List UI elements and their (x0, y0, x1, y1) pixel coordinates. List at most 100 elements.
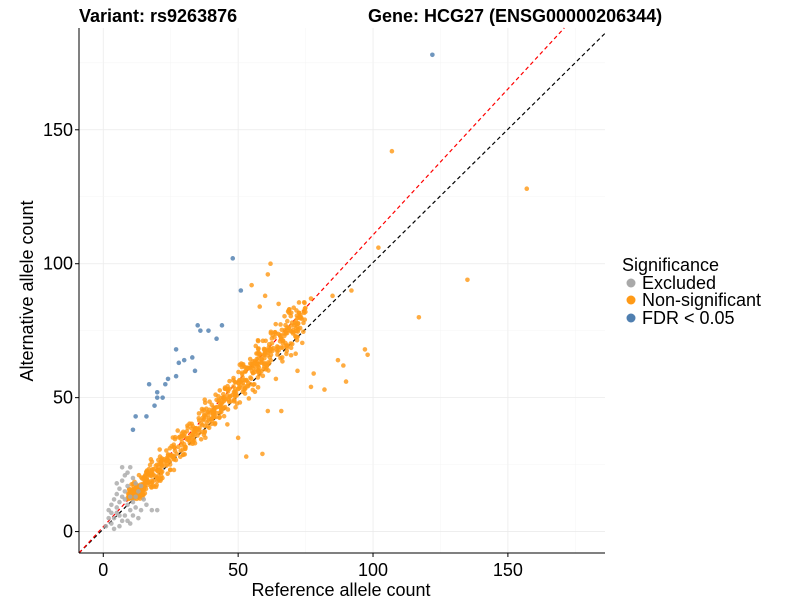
point-non-significant (416, 314, 422, 320)
legend-label-excluded: Excluded (642, 273, 716, 293)
point-non-significant (322, 387, 327, 392)
point-non-significant (190, 441, 195, 447)
legend-key-non-significant (626, 295, 636, 305)
point-non-significant (221, 406, 227, 411)
x-axis-title: Reference allele count (251, 580, 430, 600)
point-excluded (119, 518, 125, 524)
point-non-significant (139, 492, 145, 498)
point-non-significant (143, 486, 149, 492)
x-tick-label: 150 (493, 560, 523, 580)
point-fdr (154, 389, 160, 395)
point-excluded (109, 502, 114, 508)
point-non-significant (233, 405, 238, 410)
point-non-significant (137, 496, 143, 501)
point-excluded (103, 523, 109, 529)
point-non-significant (212, 421, 218, 427)
point-non-significant (273, 376, 279, 382)
legend-item-fdr: FDR < 0.05 (626, 308, 735, 328)
y-tick-label: 150 (43, 120, 73, 140)
point-non-significant (221, 391, 226, 397)
point-non-significant (252, 389, 258, 395)
point-non-significant (269, 336, 275, 341)
point-non-significant (270, 345, 276, 351)
point-fdr (152, 403, 157, 408)
point-non-significant (288, 345, 294, 351)
x-tick-label: 50 (228, 560, 248, 580)
point-non-significant (276, 301, 281, 307)
point-non-significant (365, 352, 370, 358)
point-non-significant (278, 332, 283, 338)
x-tick-label: 100 (358, 560, 388, 580)
point-non-significant (185, 436, 191, 441)
point-non-significant (247, 356, 253, 362)
point-non-significant (294, 313, 300, 318)
point-excluded (133, 494, 138, 500)
point-non-significant (148, 457, 154, 462)
point-non-significant (191, 434, 196, 440)
point-non-significant (175, 428, 181, 433)
point-non-significant (288, 352, 294, 358)
point-excluded (130, 475, 136, 481)
point-non-significant (335, 357, 341, 363)
point-non-significant (236, 369, 241, 375)
point-excluded (117, 513, 122, 518)
point-excluded (109, 521, 114, 526)
y-tick-label: 100 (43, 254, 73, 274)
point-fdr (214, 336, 219, 342)
point-non-significant (252, 358, 257, 364)
point-non-significant (255, 337, 261, 343)
point-non-significant (202, 400, 208, 406)
point-non-significant (279, 408, 284, 414)
point-fdr (165, 376, 171, 382)
point-excluded (117, 486, 122, 492)
point-fdr (133, 414, 138, 419)
point-non-significant (280, 359, 285, 364)
point-fdr (144, 414, 149, 419)
point-non-significant (262, 352, 267, 358)
point-non-significant (266, 342, 272, 347)
point-non-significant (298, 315, 304, 320)
point-non-significant (255, 385, 261, 390)
point-excluded (125, 483, 130, 489)
reference-line-identity (78, 32, 606, 554)
point-non-significant (217, 388, 223, 393)
point-non-significant (209, 421, 214, 427)
point-excluded (130, 513, 136, 518)
point-non-significant (293, 351, 298, 357)
point-fdr (154, 395, 160, 400)
y-axis-title: Alternative allele count (17, 200, 37, 381)
point-non-significant (308, 296, 314, 301)
y-tick-label: 0 (63, 522, 73, 542)
point-non-significant (147, 462, 153, 468)
point-excluded (114, 491, 120, 497)
legend-item-non-significant: Non-significant (626, 290, 761, 310)
point-non-significant (181, 452, 186, 457)
point-non-significant (232, 397, 237, 403)
point-non-significant (265, 353, 271, 358)
point-non-significant (291, 305, 297, 311)
point-fdr (238, 288, 244, 293)
point-non-significant (203, 435, 208, 441)
point-fdr (230, 256, 236, 261)
point-non-significant (257, 304, 263, 309)
point-non-significant (330, 293, 335, 299)
point-non-significant (218, 402, 223, 408)
point-excluded (125, 470, 130, 475)
point-non-significant (302, 300, 307, 306)
point-fdr (160, 395, 165, 400)
point-non-significant (172, 448, 178, 454)
point-excluded (127, 494, 133, 500)
point-non-significant (207, 399, 212, 404)
point-excluded (127, 464, 133, 470)
point-excluded (154, 507, 160, 513)
point-non-significant (524, 186, 530, 192)
point-non-significant (243, 368, 248, 374)
point-non-significant (248, 376, 254, 381)
point-non-significant (202, 430, 207, 435)
point-excluded (133, 505, 138, 510)
point-fdr (206, 328, 211, 333)
point-non-significant (164, 448, 169, 453)
point-non-significant (252, 369, 257, 375)
point-non-significant (225, 422, 230, 427)
point-excluded (141, 497, 147, 502)
